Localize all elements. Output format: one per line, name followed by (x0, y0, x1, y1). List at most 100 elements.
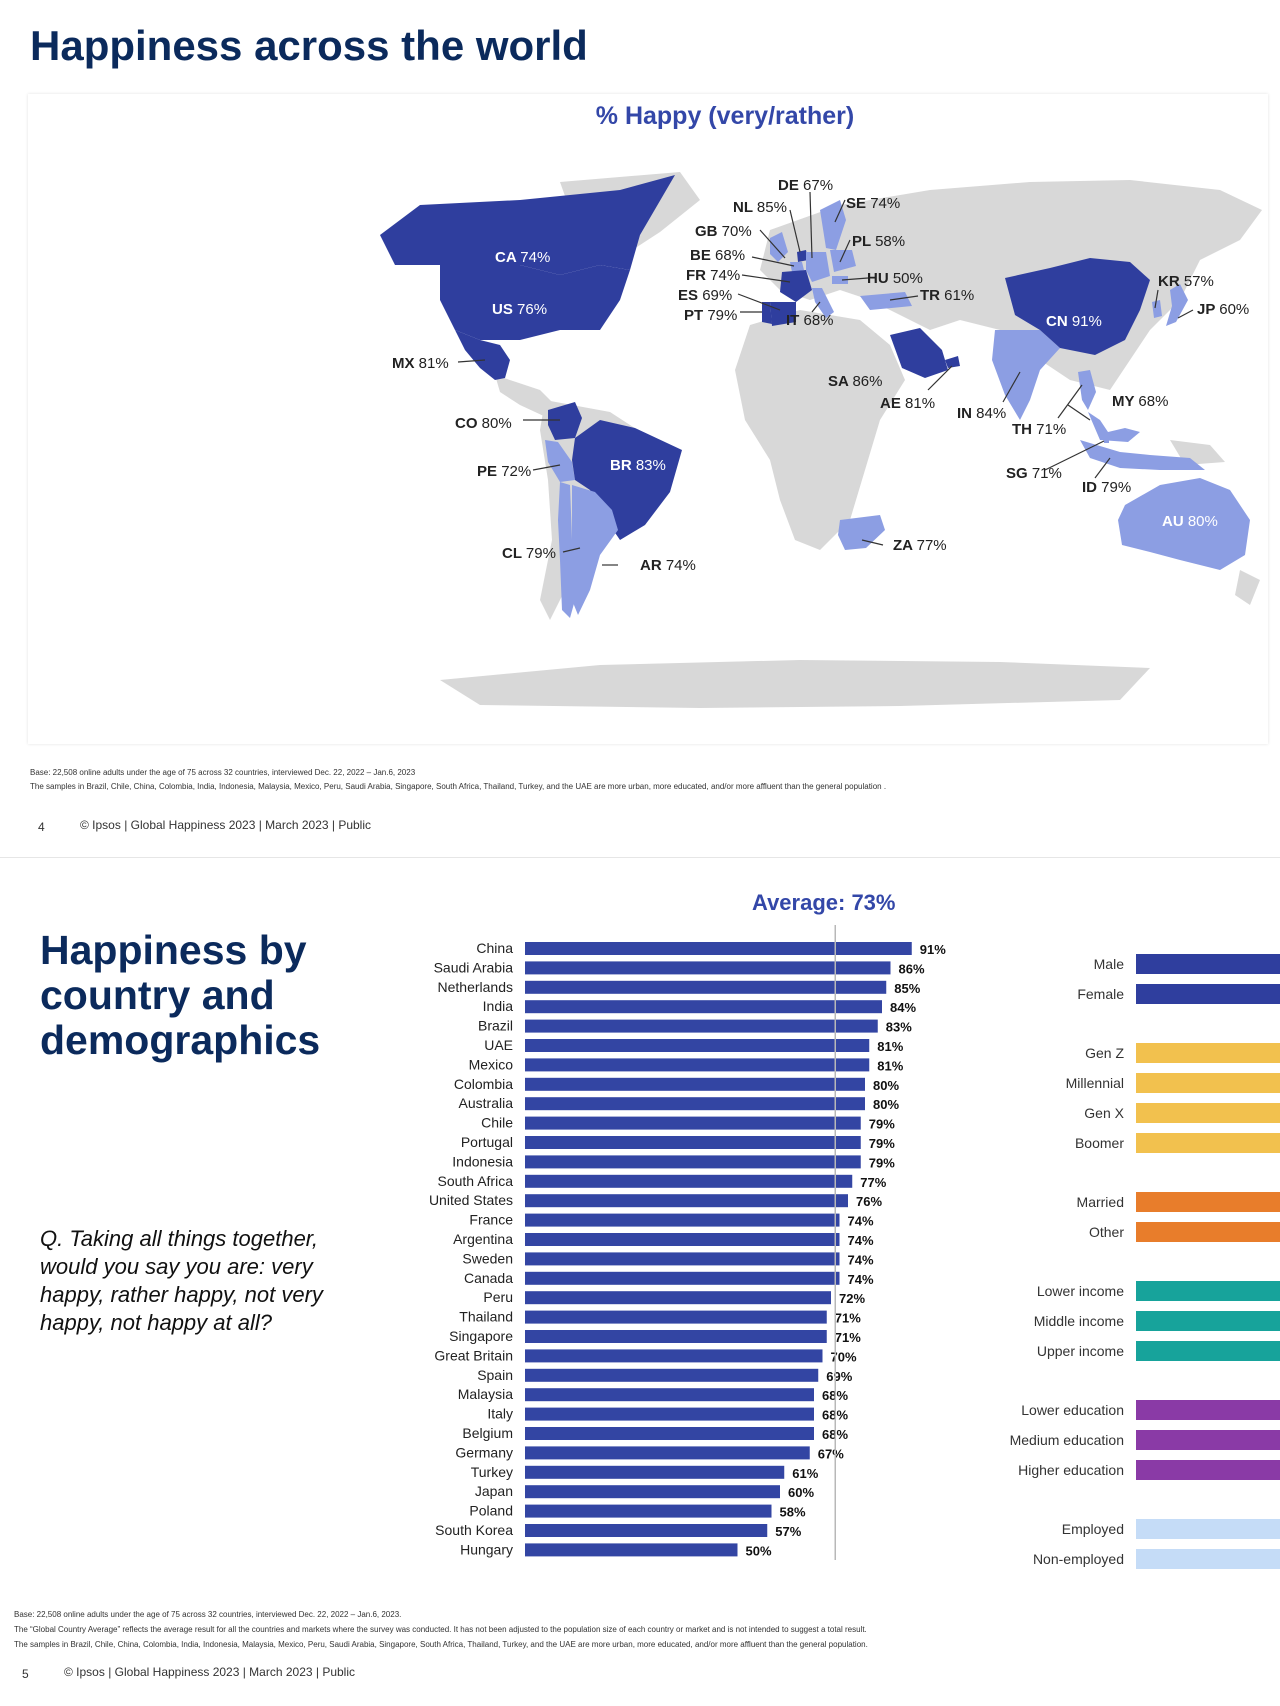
country-es (770, 302, 796, 326)
country-cl (558, 482, 575, 618)
country-id (1080, 440, 1205, 470)
bar-value-label: 81% (877, 1058, 903, 1073)
map-label-code: ZA (893, 537, 917, 554)
bar-value-label: 60% (788, 1485, 814, 1500)
demographic-bar (1136, 1222, 1280, 1242)
bar-value-label: 74% (848, 1272, 874, 1287)
country-tr (860, 292, 912, 310)
map-labels: CA 74% US 76% MX 81% CO 80% PE 72% BR 83… (392, 177, 1249, 574)
map-label-value: 79% (526, 545, 556, 562)
bar-south-africa (525, 1174, 853, 1188)
map-label-code: DE (778, 177, 803, 194)
country-za (838, 515, 885, 550)
bar-category-label: Italy (487, 1406, 513, 1422)
map-label-co: CO 80% (455, 415, 512, 432)
bar-category-label: Great Britain (434, 1347, 513, 1363)
bar-france (525, 1213, 840, 1227)
demographic-label: Male (1093, 956, 1124, 972)
bar-germany (525, 1446, 810, 1460)
bar-australia (525, 1097, 865, 1111)
map-title: % Happy (very/rather) (595, 102, 855, 130)
map-label-code: BE (690, 247, 715, 264)
map-label-code: PT (684, 307, 707, 324)
label-leader-lines (457, 191, 1194, 566)
bar-china (525, 942, 912, 955)
map-label-value: 50% (893, 270, 923, 287)
bar-category-label: South Korea (435, 1522, 513, 1538)
country-fr (780, 270, 812, 302)
country-pt (762, 302, 772, 324)
map-label-sg: SG 71% (1006, 465, 1062, 482)
map-label-value: 74% (710, 267, 740, 284)
map-label-us: US 76% (492, 301, 547, 318)
demographic-label: Gen Z (1085, 1045, 1124, 1061)
bar-category-label: Poland (469, 1503, 513, 1519)
map-label-cl: CL 79% (502, 545, 556, 562)
map-label-value: 81% (419, 355, 449, 372)
bar-category-label: Brazil (478, 1018, 513, 1034)
map-label-value: 79% (1101, 479, 1131, 496)
map-label-code: MY (1112, 393, 1138, 410)
slide1-footer: © Ipsos | Global Happiness 2023 | March … (80, 818, 372, 832)
demographic-bar (1136, 954, 1280, 974)
slide2-footer: © Ipsos | Global Happiness 2023 | March … (64, 1665, 356, 1679)
map-label-th: TH 71% (1012, 421, 1066, 438)
bar-value-label: 79% (869, 1136, 895, 1151)
demographic-bar (1136, 1549, 1280, 1569)
map-label-code: US (492, 301, 517, 318)
map-label-code: AU (1162, 513, 1188, 530)
demographic-label: Other (1088, 1224, 1124, 1240)
bar-italy (525, 1407, 814, 1421)
map-label-mx: MX 81% (392, 355, 449, 372)
bar-category-label: South Africa (438, 1173, 514, 1189)
bar-singapore (525, 1330, 827, 1343)
bar-brazil (525, 1019, 878, 1033)
country-ar (572, 485, 618, 615)
map-label-code: IN (957, 405, 976, 422)
bar-value-label: 72% (839, 1291, 865, 1306)
map-label-value: 74% (870, 195, 900, 212)
map-label-value: 67% (803, 177, 833, 194)
map-label-value: 74% (666, 557, 696, 574)
map-label-ar: AR 74% (640, 557, 696, 574)
country-cn (1005, 258, 1150, 355)
map-label-value: 68% (715, 247, 745, 264)
map-label-code: BR (610, 457, 636, 474)
country-pe (545, 440, 575, 482)
map-label-value: 71% (1036, 421, 1066, 438)
map-label-value: 80% (482, 415, 512, 432)
country-jp (1166, 284, 1188, 326)
demographic-bar (1136, 1073, 1280, 1093)
map-label-value: 84% (976, 405, 1006, 422)
country-co (548, 402, 582, 440)
map-label-code: IT (786, 312, 804, 329)
map-label-value: 60% (1219, 301, 1249, 318)
country-sg (1104, 438, 1109, 443)
map-label-code: HU (867, 270, 893, 287)
land-antarctica (440, 660, 1150, 708)
slide1-title: Happiness across the world (30, 22, 588, 69)
map-label-ca: CA 74% (495, 249, 550, 266)
bar-category-label: Turkey (471, 1464, 513, 1480)
bar-value-label: 77% (860, 1175, 886, 1190)
bar-indonesia (525, 1155, 861, 1169)
slide2-title: Happiness by country and demographics (40, 928, 380, 1063)
map-label-br: BR 83% (610, 457, 666, 474)
country-in (992, 330, 1060, 420)
bar-argentina (525, 1233, 840, 1246)
bar-value-label: 71% (835, 1330, 861, 1345)
map-label-za: ZA 77% (893, 537, 947, 554)
bar-value-label: 85% (894, 981, 920, 996)
map-label-value: 83% (636, 457, 666, 474)
demographic-label: Lower income (1036, 1283, 1124, 1299)
slide2-base-note: Base: 22,508 online adults under the age… (14, 1610, 402, 1619)
survey-countries (380, 175, 1250, 618)
bar-value-label: 76% (856, 1194, 882, 1209)
bar-netherlands (525, 980, 887, 994)
slide2-title-line3: demographics (40, 1017, 321, 1063)
map-label-in: IN 84% (957, 405, 1006, 422)
map-label-value: 77% (917, 537, 947, 554)
slide1-page-number: 4 (38, 820, 45, 834)
demographic-bar (1136, 1400, 1280, 1420)
country-mx (455, 330, 510, 380)
